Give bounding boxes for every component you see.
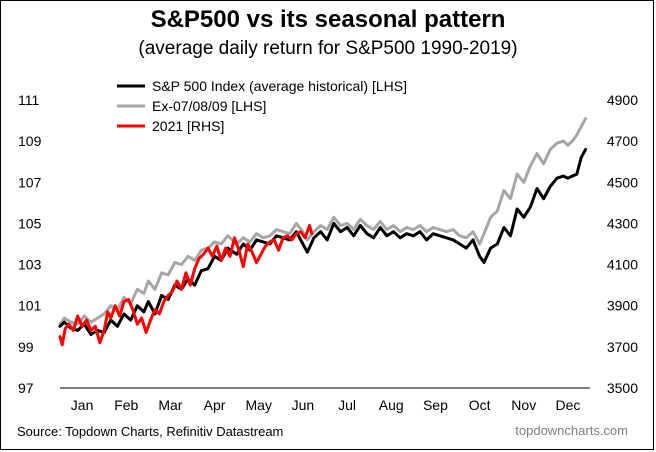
legend-label-0: S&P 500 Index (average historical) [LHS]: [152, 78, 407, 94]
x-tick-label-oct: Oct: [469, 397, 491, 413]
y-left-tick-label: 107: [18, 174, 42, 190]
x-tick-label-jan: Jan: [71, 397, 94, 413]
x-tick-label-sep: Sep: [423, 397, 448, 413]
y-right-tick-label: 4100: [607, 257, 638, 273]
y-left-tick-label: 109: [18, 133, 42, 149]
series-line-1: [58, 117, 588, 326]
y-right-tick-label: 3900: [607, 298, 638, 314]
y-left-tick-label: 97: [18, 380, 34, 396]
x-tick-label-feb: Feb: [114, 397, 138, 413]
series-line-0: [58, 147, 588, 336]
chart-title: S&P500 vs its seasonal pattern: [150, 6, 506, 33]
y-left-tick-label: 105: [18, 215, 42, 231]
y-right-tick-label: 3500: [607, 380, 638, 396]
y-right-tick-label: 4500: [607, 174, 638, 190]
y-left-tick-label: 99: [18, 339, 34, 355]
y-right-tick-label: 4900: [607, 92, 638, 108]
x-tick-label-jun: Jun: [292, 397, 315, 413]
chart-legend: S&P 500 Index (average historical) [LHS]…: [117, 78, 407, 134]
y-left-tick-label: 103: [18, 257, 42, 273]
brand-watermark: topdowncharts.com: [515, 423, 628, 438]
legend-label-1: Ex-07/08/09 [LHS]: [152, 98, 266, 114]
series-line-2: [58, 224, 314, 347]
x-tick-label-nov: Nov: [511, 397, 536, 413]
x-tick-label-jul: Jul: [338, 397, 356, 413]
chart-series-lines: [58, 117, 588, 347]
x-tick-label-may: May: [246, 397, 272, 413]
x-tick-label-apr: Apr: [204, 397, 226, 413]
y-left-tick-label: 111: [18, 92, 39, 108]
y-right-tick-label: 3700: [607, 339, 638, 355]
source-note: Source: Topdown Charts, Refinitiv Datast…: [17, 424, 284, 439]
y-left-tick-label: 101: [18, 298, 42, 314]
x-tick-label-dec: Dec: [555, 397, 580, 413]
y-right-tick-label: 4300: [607, 215, 638, 231]
legend-label-2: 2021 [RHS]: [152, 118, 224, 134]
chart-subtitle: (average daily return for S&P500 1990-20…: [138, 38, 518, 59]
y-right-tick-label: 4700: [607, 133, 638, 149]
chart-axes: Jan Feb Mar Apr May Jun Jul Aug Sep Oct Nov Dec 97 99…: [18, 92, 638, 413]
x-tick-label-aug: Aug: [379, 397, 404, 413]
x-tick-label-mar: Mar: [158, 397, 182, 413]
